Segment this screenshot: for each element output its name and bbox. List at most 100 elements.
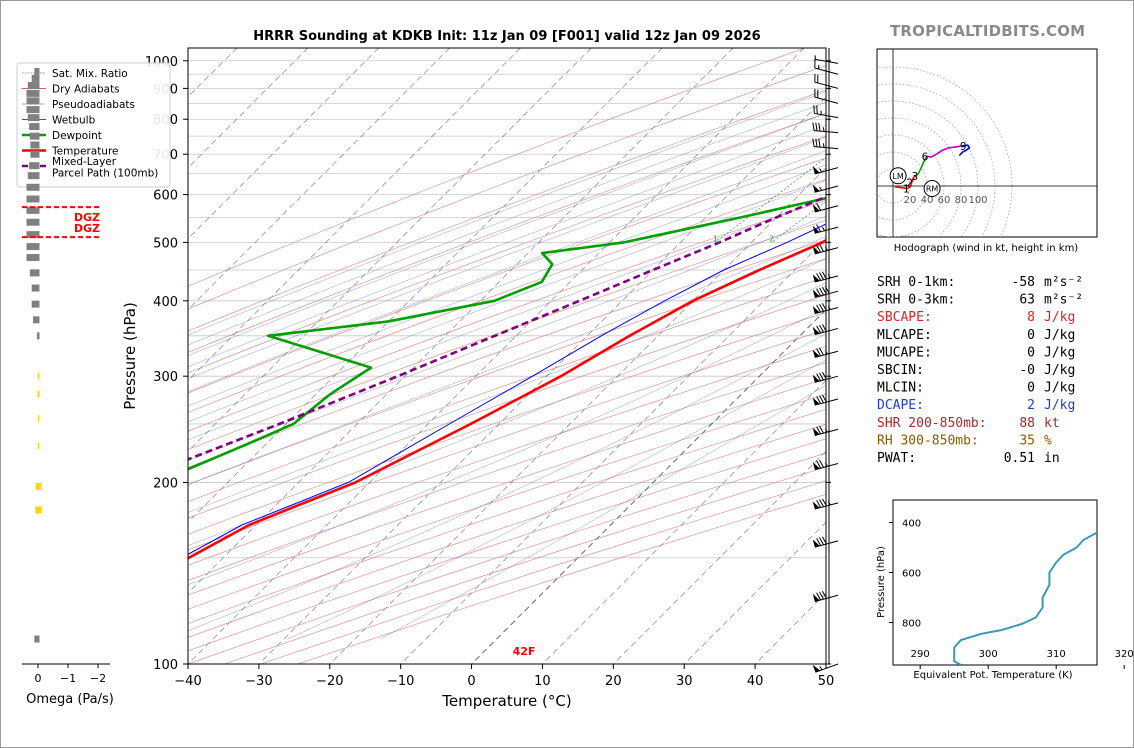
wind-barb: [812, 224, 839, 234]
hodograph-trace: [915, 155, 928, 177]
index-label: SRH 0-3km:: [877, 293, 955, 308]
wind-barb: [812, 303, 839, 315]
wind-barb: [812, 425, 839, 436]
y-tick-label: 300: [153, 370, 178, 385]
barb-half: [827, 501, 831, 506]
omega-bar: [29, 162, 40, 170]
barb-staff: [814, 375, 839, 383]
omega-bar: [31, 300, 40, 308]
moist-adiabat: [188, 102, 826, 346]
barb-full: [816, 202, 822, 211]
barb-full: [819, 372, 824, 381]
moist-adiabat: [188, 91, 826, 336]
wind-barb: [812, 122, 839, 134]
omega-bar: [30, 150, 40, 158]
wind-barb: [812, 498, 839, 510]
barb-half: [819, 168, 823, 173]
omega-bar: [37, 415, 40, 423]
legend-label-line: Dewpoint: [52, 130, 102, 142]
legend-label: Wetbulb: [52, 115, 96, 127]
legend-label-line: Temperature: [51, 146, 119, 158]
surface-temp-label: 42F: [513, 645, 536, 658]
index-label: DCAPE:: [877, 398, 924, 413]
y-tick-label: 500: [153, 236, 178, 251]
omega-axis-label: Omega (Pa/s): [26, 692, 114, 707]
barb-full: [821, 286, 827, 295]
index-label: SBCAPE:: [877, 310, 932, 325]
barb-staff: [814, 112, 839, 119]
storm-motion-marker: [923, 180, 941, 198]
x-tick-label: −20: [316, 674, 343, 689]
isotherm: [188, 48, 521, 381]
omega-bar: [36, 332, 40, 340]
temperature-axis: −40 −30 −20 −10 0 10 20 30 40 50: [174, 664, 834, 689]
hodograph-ring-label: 80: [955, 195, 968, 206]
x-tick-label: −10: [387, 674, 414, 689]
theta-e-ytick-label: 400: [902, 519, 921, 530]
hodograph-ring-label: 20: [904, 195, 917, 206]
wind-barb: [812, 459, 839, 471]
index-value: 0: [1027, 328, 1035, 343]
dry-adiabat: [188, 219, 826, 450]
index-label: SHR 200-850mb:: [877, 416, 987, 431]
storm-motion-label: RM: [926, 185, 939, 194]
moist-adiabat: [188, 180, 826, 423]
index-value: 0: [1027, 381, 1035, 396]
index-unit: J/kg: [1044, 310, 1075, 325]
barb-full: [816, 325, 822, 334]
sounding-indices: SRH 0-1km: -58 m²s⁻² SRH 0-3km: 63 m²s⁻² SBCAP…: [877, 275, 1083, 466]
hodograph-ring-label: 40: [921, 195, 934, 206]
barb-full: [816, 105, 818, 114]
wind-barb: [812, 324, 839, 336]
wind-barb: [812, 286, 839, 298]
theta-e-ytick-label: 800: [902, 619, 921, 630]
theta-e-ytick-label: 600: [902, 569, 921, 580]
dry-adiabat: [188, 393, 826, 610]
pressure-axis-label: Pressure (hPa): [121, 302, 139, 410]
barb-full: [819, 303, 824, 312]
index-value: 63: [1019, 293, 1035, 308]
barb-flag: [812, 274, 820, 283]
index-value: 35: [1019, 433, 1035, 448]
barb-full: [819, 425, 824, 434]
omega-bar: [37, 390, 40, 398]
dry-adiabat: [188, 294, 826, 519]
theta-e-ylabel: Pressure (hPa): [876, 546, 887, 618]
barb-staff: [814, 398, 839, 406]
barb-half: [819, 186, 823, 191]
isotherm: [188, 48, 450, 311]
theta-e-panel: 290 300 310 320 400 600 800: [889, 499, 1134, 669]
omega-bar: [26, 218, 40, 226]
dry-adiabat: [188, 345, 826, 566]
legend-label: Mixed-Layer Parcel Path (100mb): [52, 156, 158, 180]
y-tick-label: 100: [153, 658, 178, 673]
barb-flag: [812, 664, 821, 673]
barb-flag: [812, 374, 820, 383]
skewt-frame: [187, 47, 827, 665]
legend-label-line: Dry Adiabats: [52, 84, 120, 96]
dry-adiabat: [188, 135, 826, 374]
legend-box: [16, 62, 171, 188]
barb-full: [816, 500, 822, 508]
barb-flag: [812, 326, 820, 335]
moist-adiabat: [188, 113, 826, 356]
barb-half: [824, 246, 828, 251]
omega-bar: [31, 284, 40, 292]
index-value: -0: [1019, 363, 1035, 378]
omega-bar: [26, 253, 40, 261]
isotherm: [542, 379, 826, 664]
isotherm: [188, 48, 805, 664]
index-label: PWAT:: [877, 451, 916, 466]
wind-barb: [812, 590, 839, 602]
wind-barb: [813, 105, 839, 119]
mixing-ratio-label: 1: [713, 234, 718, 243]
dry-adiabat: [188, 48, 805, 287]
wind-barb: [812, 536, 839, 548]
legend-label-line: Wetbulb: [52, 115, 96, 127]
theta-e-xtick-label: 300: [979, 649, 998, 660]
barb-full: [819, 395, 824, 404]
barb-full: [816, 273, 822, 281]
